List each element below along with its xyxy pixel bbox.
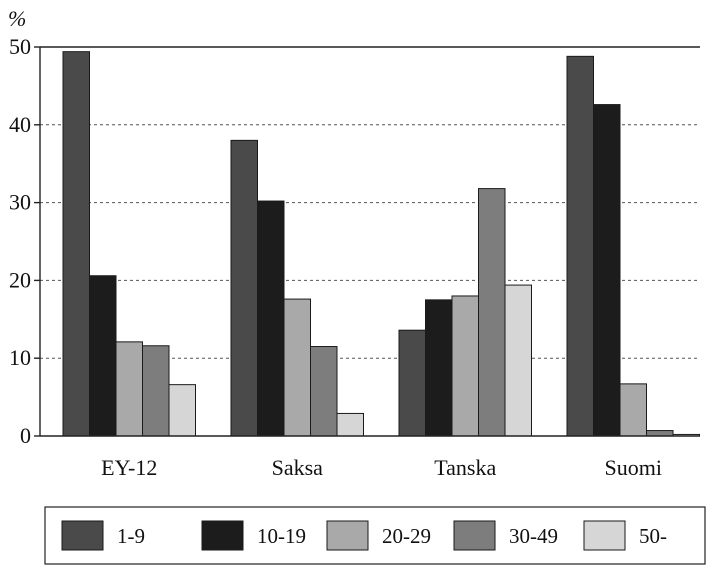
bar-saksa-10-19 [257, 200, 285, 437]
legend-swatch-50- [583, 520, 626, 551]
bar-tanska-20-29 [451, 295, 479, 437]
legend-swatch-10-19 [201, 520, 244, 551]
bar-saksa-20-29 [283, 298, 311, 437]
bar-ey-12-10-19 [89, 275, 117, 437]
y-tick-label-20: 20 [9, 267, 31, 292]
bar-suomi-20-29 [619, 383, 647, 437]
category-labels: EY-12 Saksa Tanska Suomi [101, 455, 662, 480]
bar-suomi-1-9 [566, 55, 594, 437]
y-tick-label-10: 10 [9, 345, 31, 370]
bar-ey-12-50- [168, 384, 196, 437]
bar-suomi-30-49 [646, 430, 674, 437]
legend-label-1-9: 1-9 [117, 524, 145, 548]
bar-saksa-30-49 [310, 346, 338, 437]
bar-saksa-50- [336, 412, 364, 437]
bar-saksa-1-9 [230, 139, 258, 437]
bar-tanska-30-49 [478, 188, 506, 437]
bar-ey-12-1-9 [62, 51, 90, 437]
legend-swatch-1-9 [61, 520, 104, 551]
legend: 1-9 10-19 20-29 30-49 50- [44, 506, 706, 565]
legend-frame [44, 506, 706, 565]
bar-tanska-10-19 [425, 299, 453, 437]
legend-swatch-30-49 [453, 520, 496, 551]
y-tick-label-0: 0 [20, 423, 31, 448]
bars [62, 51, 700, 437]
legend-label-30-49: 30-49 [509, 524, 558, 548]
legend-label-50-: 50- [639, 524, 667, 548]
category-label-saksa: Saksa [272, 455, 324, 480]
y-tick-label-50: 50 [9, 34, 31, 59]
category-label-suomi: Suomi [605, 455, 662, 480]
y-axis-ticks: 0 10 20 30 40 50 [9, 34, 40, 448]
y-unit-label: % [8, 6, 26, 31]
axes [39, 46, 700, 437]
y-tick-label-40: 40 [9, 112, 31, 137]
y-tick-label-30: 30 [9, 190, 31, 215]
bar-ey-12-30-49 [142, 345, 170, 437]
category-label-tanska: Tanska [434, 455, 496, 480]
legend-label-10-19: 10-19 [257, 524, 306, 548]
bar-tanska-50- [504, 284, 532, 437]
bar-ey-12-20-29 [115, 341, 143, 437]
category-label-ey-12: EY-12 [101, 455, 157, 480]
legend-label-20-29: 20-29 [382, 524, 431, 548]
bar-tanska-1-9 [398, 329, 426, 437]
bar-suomi-10-19 [593, 104, 621, 437]
legend-swatch-20-29 [326, 520, 369, 551]
